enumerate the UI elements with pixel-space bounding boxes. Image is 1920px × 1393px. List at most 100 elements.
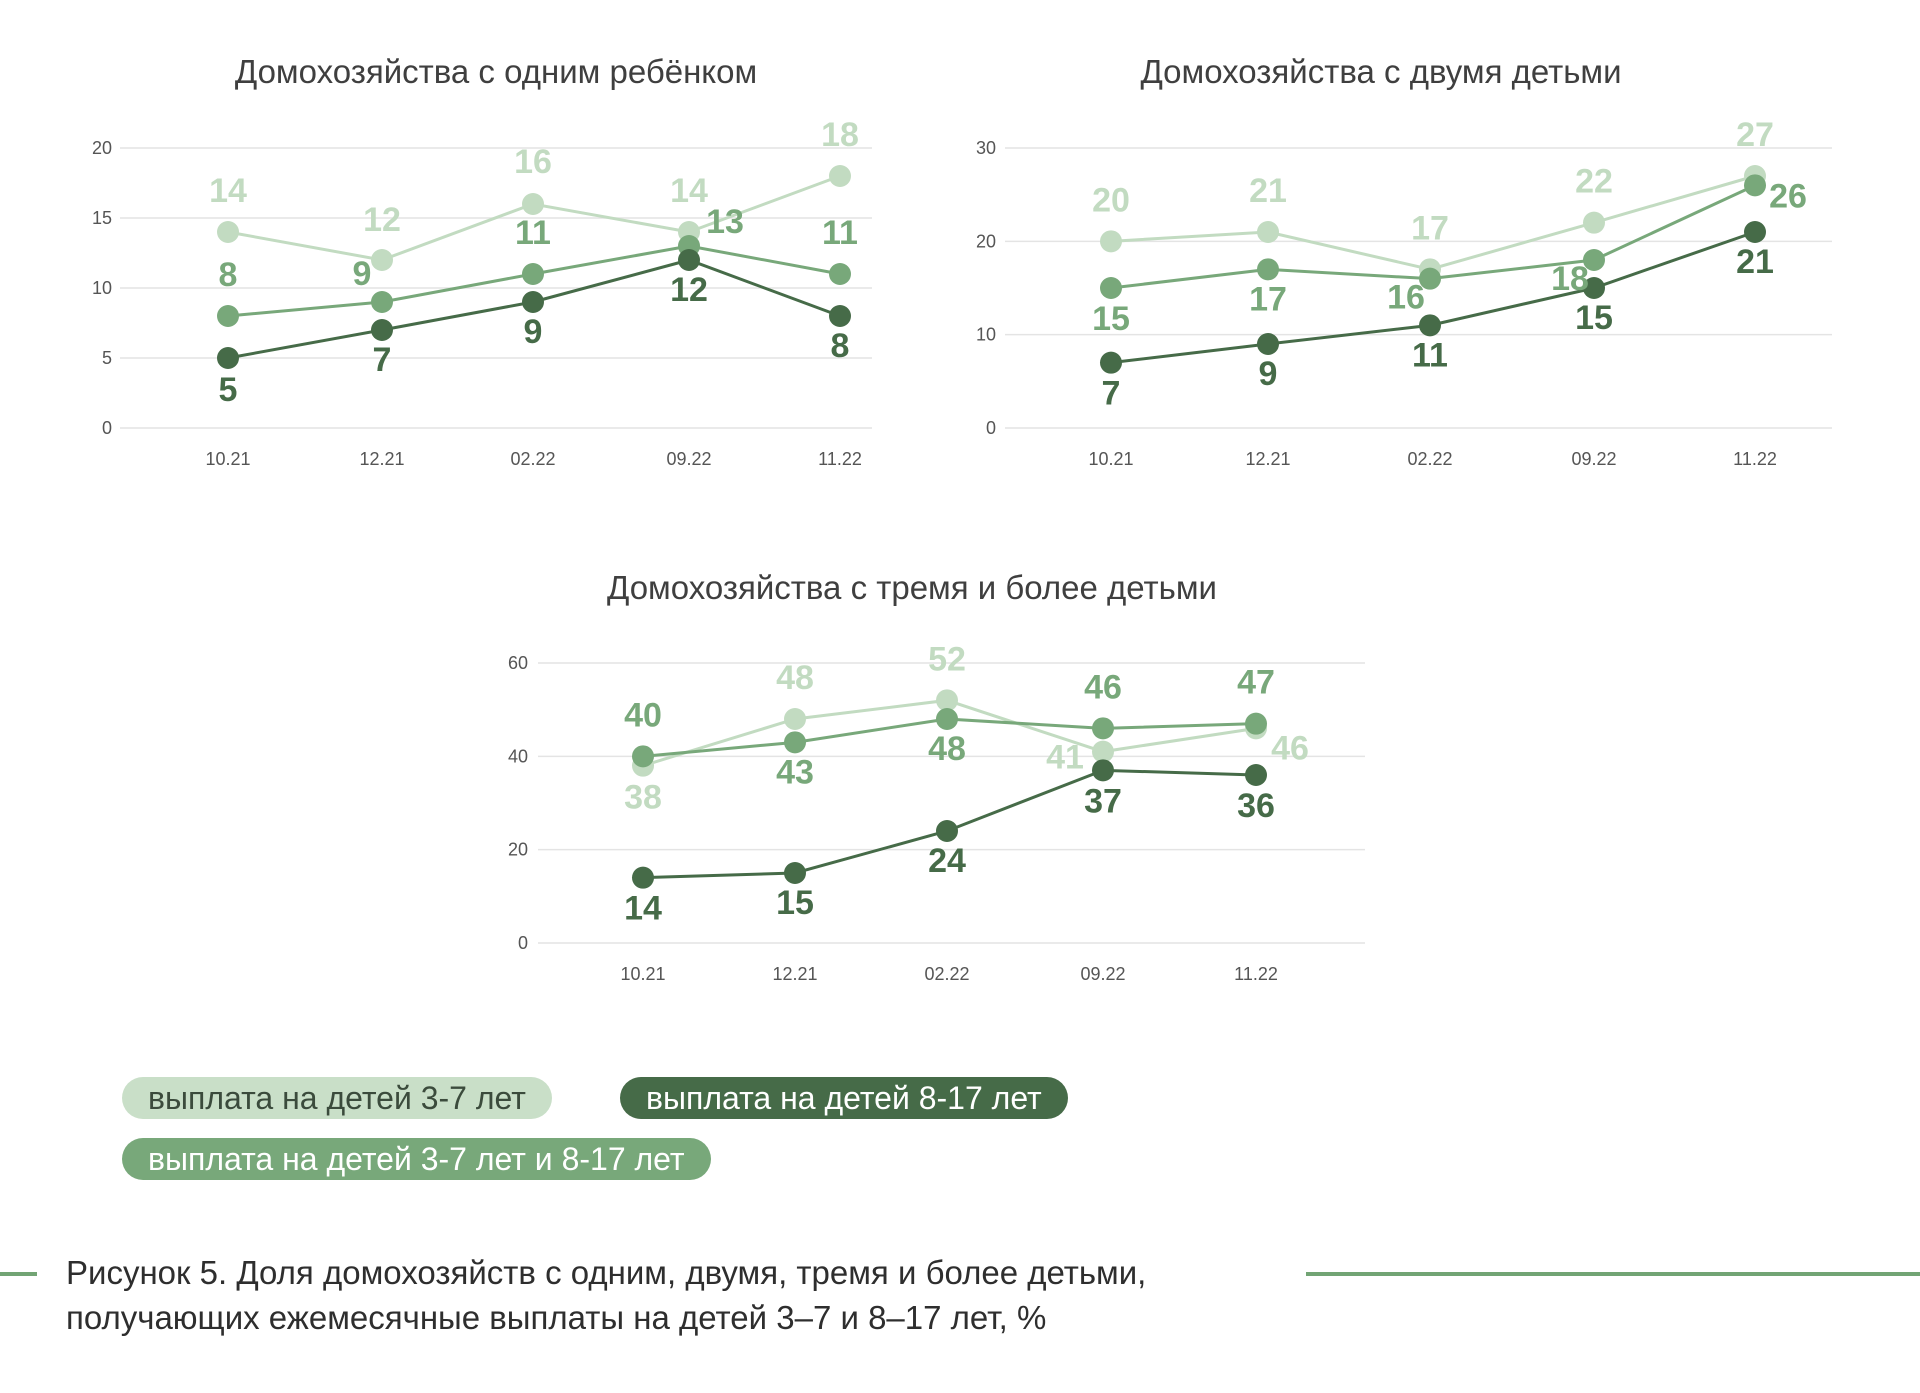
data-label-mid: 11 — [515, 214, 551, 252]
data-label-dark: 7 — [1102, 375, 1121, 413]
y-tick-label: 20 — [508, 840, 528, 860]
data-point-dark — [1419, 314, 1441, 337]
data-point-dark — [678, 249, 700, 271]
data-label-mid: 16 — [1387, 279, 1425, 317]
data-point-light — [784, 708, 806, 730]
data-label-light: 27 — [1736, 116, 1774, 154]
data-point-mid — [1744, 174, 1766, 197]
chart-title: Домохозяйства с двумя детьми — [1140, 53, 1621, 90]
y-tick-label: 10 — [976, 325, 996, 345]
data-point-light — [371, 249, 393, 271]
data-label-dark: 21 — [1736, 243, 1774, 281]
data-point-mid — [1419, 267, 1441, 290]
data-label-dark: 11 — [1412, 336, 1448, 374]
caption-rule-left — [0, 1272, 37, 1276]
data-point-light — [522, 193, 544, 215]
data-label-mid: 46 — [1084, 668, 1122, 706]
data-point-mid — [936, 708, 958, 730]
legend-item-3-7: выплата на детей 3-7 лет — [122, 1077, 552, 1119]
data-label-dark: 36 — [1237, 787, 1275, 825]
data-point-mid — [1092, 717, 1114, 740]
data-point-dark — [522, 291, 544, 313]
data-label-dark: 15 — [1575, 299, 1613, 337]
y-tick-label: 40 — [508, 746, 528, 766]
y-tick-label: 0 — [518, 933, 528, 953]
data-label-light: 14 — [670, 172, 708, 210]
data-point-light — [1257, 221, 1279, 243]
data-label-mid: 26 — [1769, 177, 1807, 215]
data-label-light: 22 — [1575, 163, 1613, 201]
data-point-dark — [1583, 277, 1605, 299]
data-label-mid: 13 — [706, 203, 744, 241]
x-tick-label: 12.21 — [772, 964, 817, 984]
data-point-dark — [1257, 333, 1279, 355]
x-tick-label: 12.21 — [359, 449, 404, 469]
x-tick-label: 11.22 — [1234, 964, 1278, 984]
x-tick-label: 02.22 — [1407, 449, 1452, 469]
data-label-dark: 5 — [219, 371, 238, 409]
data-label-light: 21 — [1249, 172, 1287, 210]
data-label-mid: 17 — [1249, 280, 1287, 318]
data-point-dark — [829, 305, 851, 327]
data-point-mid — [371, 291, 393, 313]
data-point-dark — [936, 820, 958, 842]
data-label-light: 18 — [821, 116, 859, 154]
data-point-dark — [784, 862, 806, 884]
data-point-dark — [217, 347, 239, 369]
x-tick-label: 02.22 — [510, 449, 555, 469]
data-label-mid: 48 — [928, 730, 966, 768]
data-label-mid: 9 — [353, 255, 372, 293]
data-label-light: 17 — [1411, 209, 1449, 247]
data-point-mid — [522, 263, 544, 285]
data-point-light — [217, 221, 239, 243]
x-tick-label: 10.21 — [620, 964, 665, 984]
y-tick-label: 0 — [986, 418, 996, 438]
legend-item-8-17: выплата на детей 8-17 лет — [620, 1077, 1068, 1119]
data-label-mid: 43 — [776, 753, 814, 791]
data-point-light — [1583, 211, 1605, 234]
data-label-mid: 8 — [219, 256, 238, 294]
data-label-dark: 9 — [1259, 355, 1278, 393]
data-label-dark: 9 — [524, 313, 543, 351]
data-point-dark — [1245, 764, 1267, 786]
x-tick-label: 11.22 — [1733, 449, 1777, 469]
data-point-dark — [371, 319, 393, 341]
data-label-dark: 14 — [624, 890, 662, 928]
x-tick-label: 10.21 — [1088, 449, 1133, 469]
x-tick-label: 09.22 — [1571, 449, 1616, 469]
y-tick-label: 15 — [92, 208, 112, 228]
y-tick-label: 5 — [102, 348, 112, 368]
data-point-light — [936, 689, 958, 712]
y-tick-label: 60 — [508, 653, 528, 673]
data-point-mid — [1100, 277, 1122, 299]
data-point-light — [829, 165, 851, 187]
y-tick-label: 20 — [976, 231, 996, 251]
y-tick-label: 0 — [102, 418, 112, 438]
data-label-dark: 8 — [831, 327, 850, 365]
data-label-dark: 7 — [373, 341, 392, 379]
data-point-mid — [1245, 712, 1267, 735]
data-label-dark: 15 — [776, 884, 814, 922]
data-label-light: 52 — [928, 640, 966, 678]
chart-title: Домохозяйства с тремя и более детьми — [607, 569, 1217, 606]
x-tick-label: 12.21 — [1245, 449, 1290, 469]
data-label-light: 41 — [1046, 739, 1084, 777]
data-point-mid — [784, 731, 806, 754]
data-point-dark — [1100, 351, 1122, 374]
data-label-dark: 37 — [1084, 782, 1122, 820]
y-tick-label: 30 — [976, 138, 996, 158]
data-point-mid — [829, 263, 851, 285]
figure-caption: Рисунок 5. Доля домохозяйств с одним, дв… — [66, 1250, 1296, 1340]
x-tick-label: 11.22 — [818, 449, 862, 469]
data-label-mid: 15 — [1092, 300, 1130, 338]
caption-rule-right — [1306, 1272, 1920, 1276]
x-tick-label: 09.22 — [1080, 964, 1125, 984]
data-label-light: 16 — [514, 143, 552, 181]
data-label-light: 46 — [1271, 729, 1309, 767]
data-point-mid — [1583, 249, 1605, 271]
data-point-mid — [217, 305, 239, 327]
x-tick-label: 10.21 — [205, 449, 250, 469]
data-point-dark — [632, 866, 654, 889]
data-point-mid — [632, 745, 654, 768]
